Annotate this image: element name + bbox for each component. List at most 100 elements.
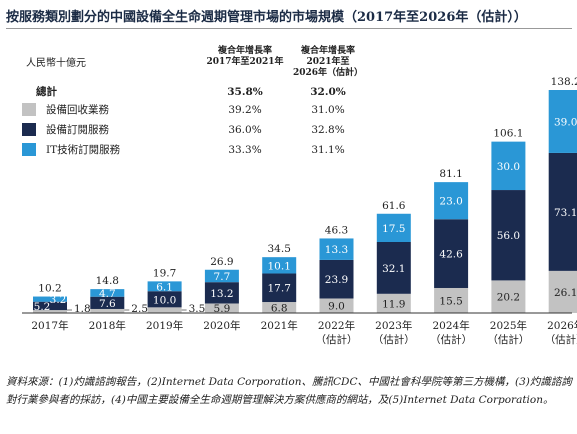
it-sub-value-5: 10.1 <box>268 260 291 272</box>
total-label-7: 61.6 <box>382 200 406 212</box>
bar-it-subscription-3 <box>147 281 182 292</box>
total-label-2: 14.8 <box>96 275 119 287</box>
device-sub-value-7: 32.1 <box>382 263 405 275</box>
bar-it-subscription-7 <box>376 213 411 243</box>
cagr-header-2021-2026: 複合年增長率 <box>300 44 355 56</box>
cagr-header-2021-2026: 2021年至 <box>306 55 349 67</box>
it-sub-value-2: 4.7 <box>99 288 116 300</box>
cagr-header-2017-2021: 複合年增長率 <box>217 44 272 56</box>
legend-cagr-2017-2021-2: 36.0% <box>228 124 261 136</box>
recycling-value-10: 26.1 <box>554 287 577 299</box>
it-sub-value-1: 3.2 <box>50 294 67 306</box>
recycling-value-6: 9.0 <box>328 301 345 313</box>
device-sub-value-6: 23.9 <box>325 274 348 286</box>
bar-recycling-4 <box>204 303 239 313</box>
legend-cagr-2021-2026-2: 32.8% <box>311 124 344 136</box>
cagr-header-2021-2026: 2026年（估計） <box>293 66 363 78</box>
x-tick-label-3: 2019年 <box>146 319 183 332</box>
bar-it-subscription-5 <box>262 257 297 274</box>
source-note: 資料來源：(1)灼識諮詢報告，(2)Internet Data Corporat… <box>6 376 572 406</box>
bar-it-subscription-4 <box>204 269 239 283</box>
legend-swatch-3 <box>22 143 36 156</box>
bar-recycling-10 <box>548 270 577 313</box>
legend-total-label: 總計 <box>36 85 57 98</box>
x-tick-label-7: 2023年 <box>375 319 412 332</box>
legend-swatch-2 <box>22 123 36 136</box>
recycling-value-2: 2.5 <box>131 303 148 315</box>
total-label-6: 46.3 <box>325 224 348 236</box>
device-sub-value-1: 5.2 <box>34 301 51 313</box>
bar-device-subscription-6 <box>319 259 354 299</box>
bar-recycling-1 <box>33 310 67 313</box>
device-sub-value-8: 42.6 <box>439 249 463 261</box>
it-sub-value-4: 7.7 <box>214 271 231 283</box>
device-sub-value-3: 10.0 <box>153 294 176 306</box>
bar-recycling-8 <box>434 287 469 313</box>
bar-recycling-2 <box>90 308 125 313</box>
recycling-value-1: 1.8 <box>74 303 91 315</box>
it-sub-value-7: 17.5 <box>382 223 405 235</box>
total-label-3: 19.7 <box>153 267 176 279</box>
x-tick-label-6: （估計） <box>316 333 358 346</box>
legend-total-cagr-2017-2021: 35.8% <box>227 86 263 98</box>
x-tick-label-10: 2026年 <box>547 319 577 332</box>
device-sub-value-9: 56.0 <box>497 230 520 242</box>
x-tick-label-6: 2022年 <box>318 319 355 332</box>
bar-device-subscription-1 <box>33 301 67 311</box>
total-label-5: 34.5 <box>268 243 291 255</box>
it-sub-value-8: 23.0 <box>439 196 462 208</box>
it-sub-value-10: 39.0 <box>554 116 577 128</box>
bar-it-subscription-1 <box>33 296 67 302</box>
total-label-4: 26.9 <box>210 256 233 268</box>
device-sub-value-5: 17.7 <box>268 283 291 295</box>
title-divider <box>6 28 572 29</box>
bar-it-subscription-8 <box>434 182 469 220</box>
bar-it-subscription-10 <box>548 90 577 153</box>
legend-swatch-1 <box>22 103 36 116</box>
x-tick-label-9: （估計） <box>487 333 529 346</box>
total-label-1: 10.2 <box>38 283 61 295</box>
bar-device-subscription-7 <box>376 242 411 294</box>
legend-cagr-2021-2026-1: 31.0% <box>311 104 344 116</box>
x-tick-label-7: （估計） <box>373 333 415 346</box>
chart-title: 按服務類別劃分的中國設備全生命週期管理市場的市場規模（2017年至2026年（估… <box>6 10 527 25</box>
recycling-value-8: 15.5 <box>439 295 462 307</box>
it-sub-value-6: 13.3 <box>325 244 348 256</box>
device-sub-value-4: 13.2 <box>210 288 233 300</box>
x-tick-label-5: 2021年 <box>261 319 298 332</box>
total-label-8: 81.1 <box>439 168 462 180</box>
legend-total-cagr-2021-2026: 32.0% <box>310 86 346 98</box>
recycling-value-3: 3.5 <box>189 303 206 315</box>
legend-label-1: 設備回收業務 <box>46 103 109 116</box>
bar-recycling-9 <box>491 280 526 313</box>
x-tick-label-4: 2020年 <box>203 319 240 332</box>
x-tick-label-2: 2018年 <box>89 319 126 332</box>
bar-device-subscription-9 <box>491 190 526 281</box>
it-sub-value-9: 30.0 <box>497 161 520 173</box>
legend: 人民幣十億元複合年增長率2017年至2021年複合年增長率2021年至2026年… <box>22 44 363 156</box>
x-tick-label-9: 2025年 <box>490 319 527 332</box>
bar-it-subscription-2 <box>90 289 125 297</box>
bar-recycling-6 <box>319 298 354 313</box>
bar-it-subscription-6 <box>319 238 354 260</box>
bar-device-subscription-4 <box>204 282 239 304</box>
device-sub-value-10: 73.1 <box>554 207 577 219</box>
total-label-9: 106.1 <box>493 128 523 140</box>
bar-device-subscription-5 <box>262 273 297 303</box>
legend-cagr-2017-2021-1: 39.2% <box>228 104 261 116</box>
bar-recycling-7 <box>376 293 411 313</box>
legend-label-2: 設備訂閱服務 <box>46 123 109 136</box>
device-sub-value-2: 7.6 <box>99 298 116 310</box>
cagr-header-2017-2021: 2017年至2021年 <box>206 55 283 67</box>
total-label-10: 138.2 <box>551 76 577 88</box>
unit-label: 人民幣十億元 <box>26 56 86 69</box>
bar-device-subscription-3 <box>147 291 182 308</box>
recycling-value-5: 6.8 <box>271 303 288 315</box>
bar-device-subscription-10 <box>548 152 577 271</box>
stacked-bar-chart: 人民幣十億元複合年增長率2017年至2021年複合年增長率2021年至2026年… <box>22 44 577 346</box>
bar-recycling-3 <box>147 307 182 313</box>
recycling-value-9: 20.2 <box>497 292 520 304</box>
bar-device-subscription-8 <box>434 219 469 288</box>
recycling-value-7: 11.9 <box>382 298 405 310</box>
x-tick-label-1: 2017年 <box>31 319 68 332</box>
